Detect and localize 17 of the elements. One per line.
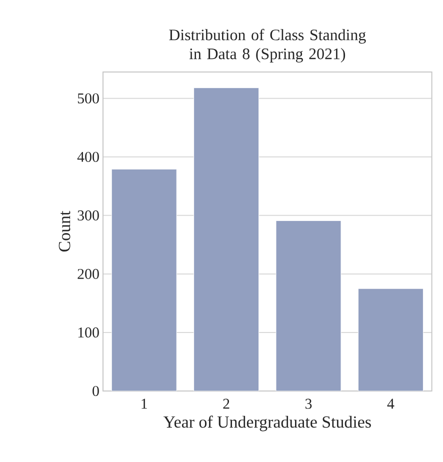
bar [194, 88, 259, 391]
y-tick-label: 0 [92, 386, 99, 396]
y-tick-label: 300 [78, 210, 99, 220]
y-tick-label: 500 [78, 93, 99, 104]
x-axis-title: Year of Undergraduate Studies [163, 416, 371, 432]
chart-title: Distribution of Class Standing in Data 8 (Spring 2021) [169, 28, 366, 63]
x-tick-label: 2 [223, 398, 230, 409]
y-tick-label: 200 [78, 268, 99, 279]
y-tick-label: 100 [78, 327, 99, 338]
x-tick-label: 1 [142, 398, 147, 409]
bar [276, 220, 342, 391]
bar [358, 288, 424, 391]
x-tick-label: 3 [305, 398, 312, 409]
y-tick-label: 400 [77, 152, 99, 162]
bar [112, 169, 177, 391]
x-tick-label: 4 [387, 398, 394, 409]
y-axis-title: Count [58, 210, 70, 252]
